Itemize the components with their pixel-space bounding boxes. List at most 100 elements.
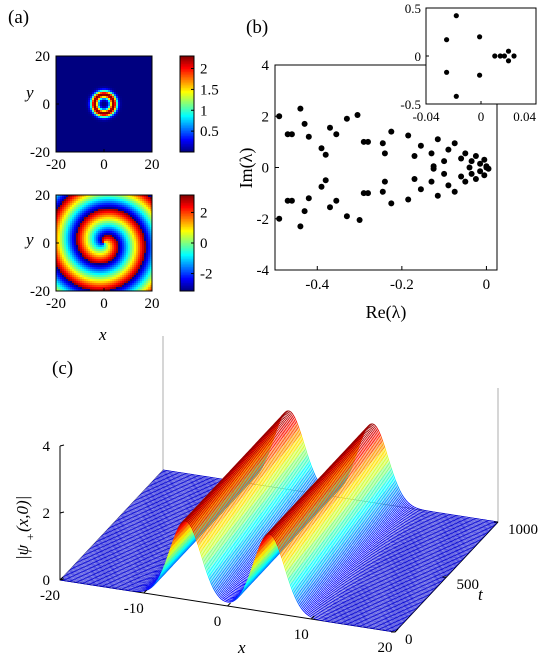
heatmap-cell: [100, 64, 103, 67]
heatmap-cell: [58, 140, 61, 143]
heatmap-cell: [114, 96, 117, 99]
heatmap-cell: [132, 150, 135, 153]
heatmap-cell: [58, 197, 61, 200]
heatmap-cell: [120, 104, 123, 107]
heatmap-cell: [62, 241, 65, 244]
heatmap-cell: [82, 96, 85, 99]
heatmap-cell: [58, 275, 61, 278]
eigenvalue-point: [411, 176, 418, 182]
heatmap-cell: [64, 265, 67, 268]
heatmap-cell: [66, 120, 69, 123]
heatmap-cell: [78, 136, 81, 139]
heatmap-cell: [78, 112, 81, 115]
heatmap-cell: [94, 100, 97, 103]
heatmap-cell: [56, 259, 59, 262]
heatmap-cell: [148, 84, 151, 87]
heatmap-cell: [120, 78, 123, 81]
heatmap-cell: [96, 134, 99, 137]
heatmap-cell: [56, 253, 59, 256]
heatmap-cell: [60, 247, 63, 250]
heatmap-cell: [62, 130, 65, 133]
heatmap-cell: [86, 130, 89, 133]
heatmap-cell: [126, 82, 129, 85]
heatmap-cell: [58, 281, 61, 284]
heatmap-cell: [60, 211, 63, 214]
heatmap-cell: [90, 80, 93, 83]
heatmap-cell: [130, 76, 133, 79]
heatmap-cell: [126, 98, 129, 101]
heatmap-cell: [74, 138, 77, 141]
heatmap-cell: [72, 144, 75, 147]
heatmap-cell: [150, 68, 153, 71]
heatmap-cell: [140, 80, 143, 83]
heatmap-cell: [102, 82, 105, 85]
heatmap-cell: [104, 74, 107, 77]
heatmap-cell: [86, 76, 89, 79]
heatmap-cell: [110, 96, 113, 99]
heatmap-cell: [64, 233, 67, 236]
heatmap-cell: [128, 66, 131, 69]
heatmap-cell: [142, 62, 145, 65]
heatmap-cell: [140, 72, 143, 75]
heatmap-cell: [146, 60, 149, 63]
heatmap-cell: [56, 279, 59, 282]
heatmap-cell: [124, 148, 127, 151]
heatmap-cell: [110, 118, 113, 121]
heatmap-cell: [126, 90, 129, 93]
heatmap-cell: [72, 124, 75, 127]
heatmap-cell: [60, 229, 63, 232]
heatmap-cell: [98, 56, 101, 59]
heatmap-cell: [120, 88, 123, 91]
heatmap-cell: [86, 78, 89, 81]
heatmap-cell: [138, 124, 141, 127]
heatmap-cell: [138, 96, 141, 99]
heatmap-cell: [84, 144, 87, 147]
inset-x-tick-label: 0.04: [513, 109, 536, 124]
heatmap-cell: [110, 120, 113, 123]
heatmap-cell: [86, 128, 89, 131]
heatmap-cell: [62, 269, 65, 272]
heatmap-cell: [142, 132, 145, 135]
heatmap-cell: [106, 106, 109, 109]
heatmap-cell: [136, 68, 139, 71]
heatmap-cell: [72, 78, 75, 81]
heatmap-cell: [84, 122, 87, 125]
heatmap-cell: [74, 118, 77, 121]
heatmap-cell: [100, 82, 103, 85]
heatmap-cell: [80, 150, 83, 153]
heatmap-cell: [56, 70, 59, 73]
heatmap-cell: [68, 112, 71, 115]
heatmap-cell: [150, 116, 153, 119]
heatmap-cell: [58, 229, 61, 232]
heatmap-cell: [140, 112, 143, 115]
heatmap-cell: [140, 68, 143, 71]
heatmap-cell: [118, 148, 121, 151]
heatmap-cell: [74, 60, 77, 63]
heatmap-cell: [76, 126, 79, 129]
heatmap-cell: [132, 76, 135, 79]
heatmap-cell: [58, 201, 61, 204]
heatmap-cell: [92, 94, 95, 97]
heatmap-cell: [124, 56, 127, 59]
heatmap-cell: [126, 110, 129, 113]
heatmap-cell: [118, 114, 121, 117]
heatmap-cell: [62, 219, 65, 222]
heatmap-cell: [124, 88, 127, 91]
heatmap-cell: [92, 70, 95, 73]
heatmap-cell: [100, 80, 103, 83]
heatmap-cell: [62, 197, 65, 200]
heatmap-cell: [122, 84, 125, 87]
heatmap-cell: [116, 80, 119, 83]
heatmap-cell: [100, 124, 103, 127]
heatmap-cell: [90, 98, 93, 101]
heatmap-cell: [86, 138, 89, 141]
heatmap-cell: [112, 102, 115, 105]
heatmap-cell: [138, 120, 141, 123]
heatmap-cell: [78, 118, 81, 121]
heatmap-cell: [84, 118, 87, 121]
heatmap-cell: [92, 86, 95, 89]
heatmap-cell: [90, 118, 93, 121]
eigenvalue-point: [288, 131, 295, 138]
heatmap-cell: [150, 108, 153, 111]
heatmap-cell: [86, 126, 89, 129]
